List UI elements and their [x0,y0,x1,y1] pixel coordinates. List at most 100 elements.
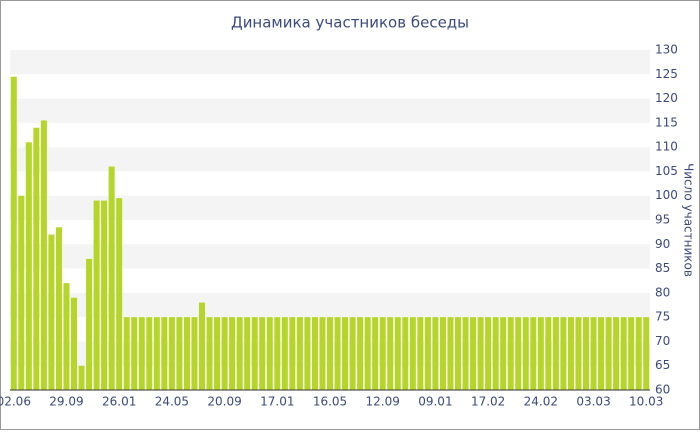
bar [319,317,326,390]
bar [25,142,32,390]
x-tick-label: 24.05 [155,395,189,409]
bar [643,317,650,390]
bar [123,317,130,390]
bar [251,317,258,390]
bar [116,198,123,390]
y-tick-label: 75 [655,310,670,324]
bar [236,317,243,390]
bar [176,317,183,390]
y-tick-label: 85 [655,261,670,275]
y-tick-label: 115 [655,115,678,129]
y-tick-label: 100 [655,188,678,202]
x-tick-label: 20.09 [207,395,241,409]
y-tick-label: 120 [655,91,678,105]
bar [259,317,266,390]
bar [296,317,303,390]
bar [439,317,446,390]
bar [349,317,356,390]
x-tick-label: 17.02 [471,395,505,409]
bar [432,317,439,390]
bar [454,317,462,390]
bar [590,317,597,390]
bar [567,317,574,390]
bar [620,317,627,390]
bar [326,317,334,390]
bar [515,317,522,390]
y-tick-label: 125 [655,67,678,81]
x-tick-label: 17.01 [260,395,294,409]
bar [138,317,145,390]
y-tick-label: 110 [655,140,678,154]
bar [447,317,454,390]
bar [470,317,477,390]
bar [387,317,394,390]
bar [462,317,469,390]
bar [40,120,47,390]
y-tick-label: 95 [655,213,670,227]
bar [206,317,213,390]
bar [108,166,115,390]
bar [364,317,371,390]
grid-band [10,50,650,75]
x-tick-label: 02.06 [0,395,31,409]
bar [63,283,70,390]
x-tick-label: 10.03 [629,395,663,409]
bar [552,317,559,390]
bar [582,317,590,390]
bar [101,200,108,390]
bar [500,317,507,390]
bar [492,317,499,390]
x-tick-label: 12.09 [366,395,400,409]
y-tick-label: 60 [655,383,670,397]
x-tick-label: 16.05 [313,395,347,409]
bar [334,317,341,390]
grid-band [10,147,650,172]
bar [214,317,221,390]
y-axis-label: Число участников [682,163,696,277]
bar [605,317,612,390]
bar [560,317,567,390]
x-tick-label: 24.02 [524,395,558,409]
bar [628,317,635,390]
bar [409,317,416,390]
bar [131,317,138,390]
y-tick-label: 65 [655,358,670,372]
bar [372,317,379,390]
y-tick-label: 70 [655,334,670,348]
chart-title: Динамика участников беседы [231,14,469,32]
bar [48,234,55,390]
bar [18,195,25,390]
bar [229,317,236,390]
x-tick-label: 03.03 [576,395,610,409]
x-tick-label: 09.01 [418,395,452,409]
bar [575,317,582,390]
y-tick-label: 80 [655,285,670,299]
bar [86,258,93,390]
bar [507,317,514,390]
bar [537,317,544,390]
bar [424,317,431,390]
bar [357,317,364,390]
bar [168,317,175,390]
bar [146,317,153,390]
bar [55,227,62,390]
bar [289,317,296,390]
bar [244,317,251,390]
bar [153,317,160,390]
bar [598,317,605,390]
bar [304,317,311,390]
bar [183,317,190,390]
bar [221,317,228,390]
bar [274,317,281,390]
y-tick-label: 130 [655,43,678,57]
bar [342,317,349,390]
x-tick-label: 26.01 [102,395,136,409]
bar [266,317,273,390]
bar [402,317,409,390]
bar [530,317,537,390]
bar [70,297,78,390]
bar [161,317,168,390]
bar [10,76,17,390]
bar [33,127,40,390]
